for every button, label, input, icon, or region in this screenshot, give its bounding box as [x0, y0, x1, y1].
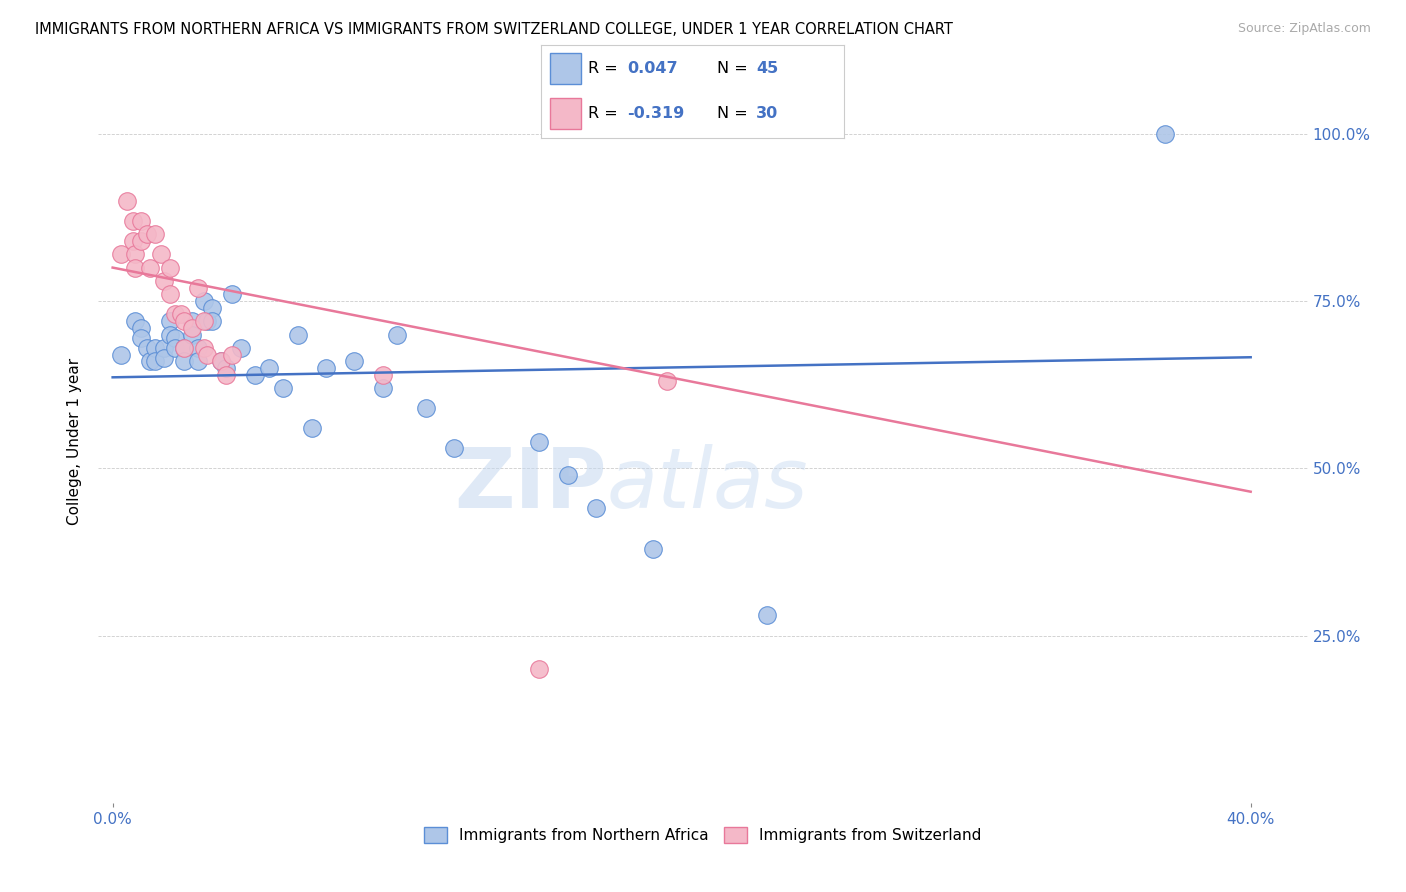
Text: 0.047: 0.047: [627, 61, 678, 76]
Point: [657, 375, 679, 389]
Point: [138, 354, 160, 368]
Point: [135, 341, 157, 355]
Point: [209, 354, 232, 368]
Point: [129, 234, 152, 248]
Point: [215, 361, 238, 376]
Point: [129, 321, 152, 335]
Point: [557, 467, 579, 482]
Point: [756, 608, 779, 623]
Point: [343, 354, 366, 368]
Point: [187, 354, 209, 368]
Point: [173, 341, 195, 355]
Point: [124, 247, 146, 261]
Text: R =: R =: [588, 61, 617, 76]
Point: [221, 287, 243, 301]
Text: ZIP: ZIP: [454, 444, 606, 525]
Point: [121, 234, 143, 248]
Point: [153, 351, 176, 365]
Point: [153, 274, 176, 288]
Point: [215, 368, 238, 382]
Point: [135, 227, 157, 242]
Point: [187, 281, 209, 295]
Text: N =: N =: [717, 106, 748, 121]
Point: [124, 260, 146, 275]
Point: [643, 541, 665, 556]
Point: [385, 327, 408, 342]
Point: [124, 314, 146, 328]
Text: N =: N =: [717, 61, 748, 76]
Point: [129, 331, 152, 345]
Point: [170, 307, 193, 322]
Point: [150, 247, 173, 261]
Point: [187, 341, 209, 355]
Point: [143, 227, 166, 242]
Point: [371, 381, 394, 395]
Point: [443, 442, 465, 455]
Point: [193, 294, 215, 309]
Point: [415, 401, 437, 416]
Point: [301, 421, 323, 435]
Point: [121, 214, 143, 228]
Point: [257, 361, 280, 376]
Point: [1154, 127, 1177, 141]
Point: [585, 501, 607, 516]
Point: [201, 314, 224, 328]
Point: [193, 341, 215, 355]
Point: [143, 354, 166, 368]
Point: [159, 287, 181, 301]
Text: atlas: atlas: [606, 444, 808, 525]
Text: R =: R =: [588, 106, 617, 121]
Y-axis label: College, Under 1 year: College, Under 1 year: [67, 358, 83, 525]
Point: [173, 314, 195, 328]
Point: [195, 314, 218, 328]
Point: [181, 314, 204, 328]
Point: [165, 307, 187, 322]
Text: 30: 30: [756, 106, 778, 121]
Point: [159, 260, 181, 275]
Point: [165, 341, 187, 355]
Point: [315, 361, 337, 376]
Text: Source: ZipAtlas.com: Source: ZipAtlas.com: [1237, 22, 1371, 36]
Point: [173, 354, 195, 368]
Legend: Immigrants from Northern Africa, Immigrants from Switzerland: Immigrants from Northern Africa, Immigra…: [418, 822, 988, 849]
Point: [110, 348, 132, 362]
Point: [159, 327, 181, 342]
Text: 45: 45: [756, 61, 778, 76]
Point: [115, 194, 138, 208]
Point: [529, 434, 551, 449]
Text: IMMIGRANTS FROM NORTHERN AFRICA VS IMMIGRANTS FROM SWITZERLAND COLLEGE, UNDER 1 : IMMIGRANTS FROM NORTHERN AFRICA VS IMMIG…: [35, 22, 953, 37]
Point: [195, 348, 218, 362]
Point: [159, 314, 181, 328]
Point: [153, 341, 176, 355]
Point: [181, 327, 204, 342]
Point: [371, 368, 394, 382]
Point: [173, 341, 195, 355]
Text: -0.319: -0.319: [627, 106, 685, 121]
Point: [243, 368, 266, 382]
Point: [209, 354, 232, 368]
Point: [129, 214, 152, 228]
Point: [110, 247, 132, 261]
Point: [529, 662, 551, 676]
Point: [201, 301, 224, 315]
Point: [273, 381, 295, 395]
Bar: [550, 98, 581, 129]
Point: [221, 348, 243, 362]
Point: [287, 327, 309, 342]
Point: [181, 321, 204, 335]
Point: [165, 331, 187, 345]
Bar: [550, 53, 581, 84]
Point: [193, 314, 215, 328]
Point: [143, 341, 166, 355]
Point: [229, 341, 252, 355]
Point: [138, 260, 160, 275]
